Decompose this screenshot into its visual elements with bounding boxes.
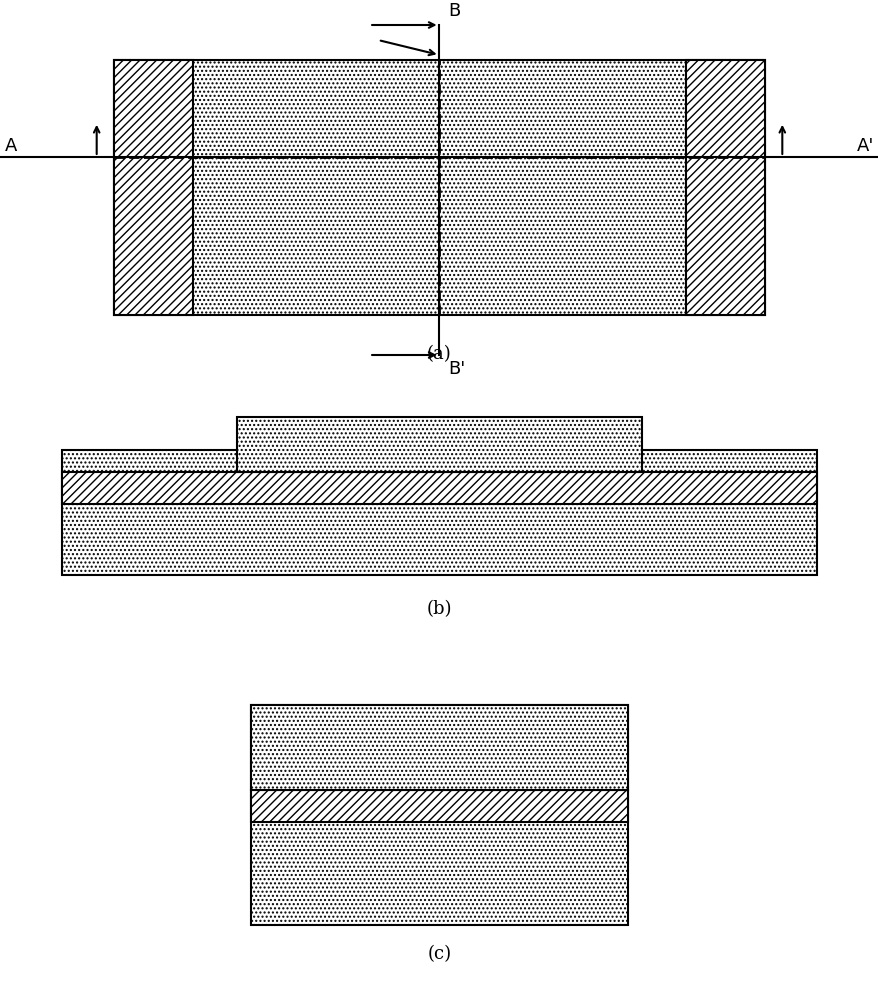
Text: B': B' [448,360,465,378]
Bar [114,60,764,315]
Text: A: A [4,137,17,155]
Text: A': A' [856,137,874,155]
Text: (b): (b) [426,600,452,618]
Bar [685,60,764,315]
Bar [61,450,817,575]
Bar [250,705,628,790]
Text: (c): (c) [427,945,451,963]
Bar [61,472,817,504]
Bar [114,60,193,315]
Bar [237,417,641,472]
Text: B: B [448,2,460,20]
Text: (a): (a) [427,345,451,363]
Bar [250,790,628,822]
Bar [250,705,628,925]
